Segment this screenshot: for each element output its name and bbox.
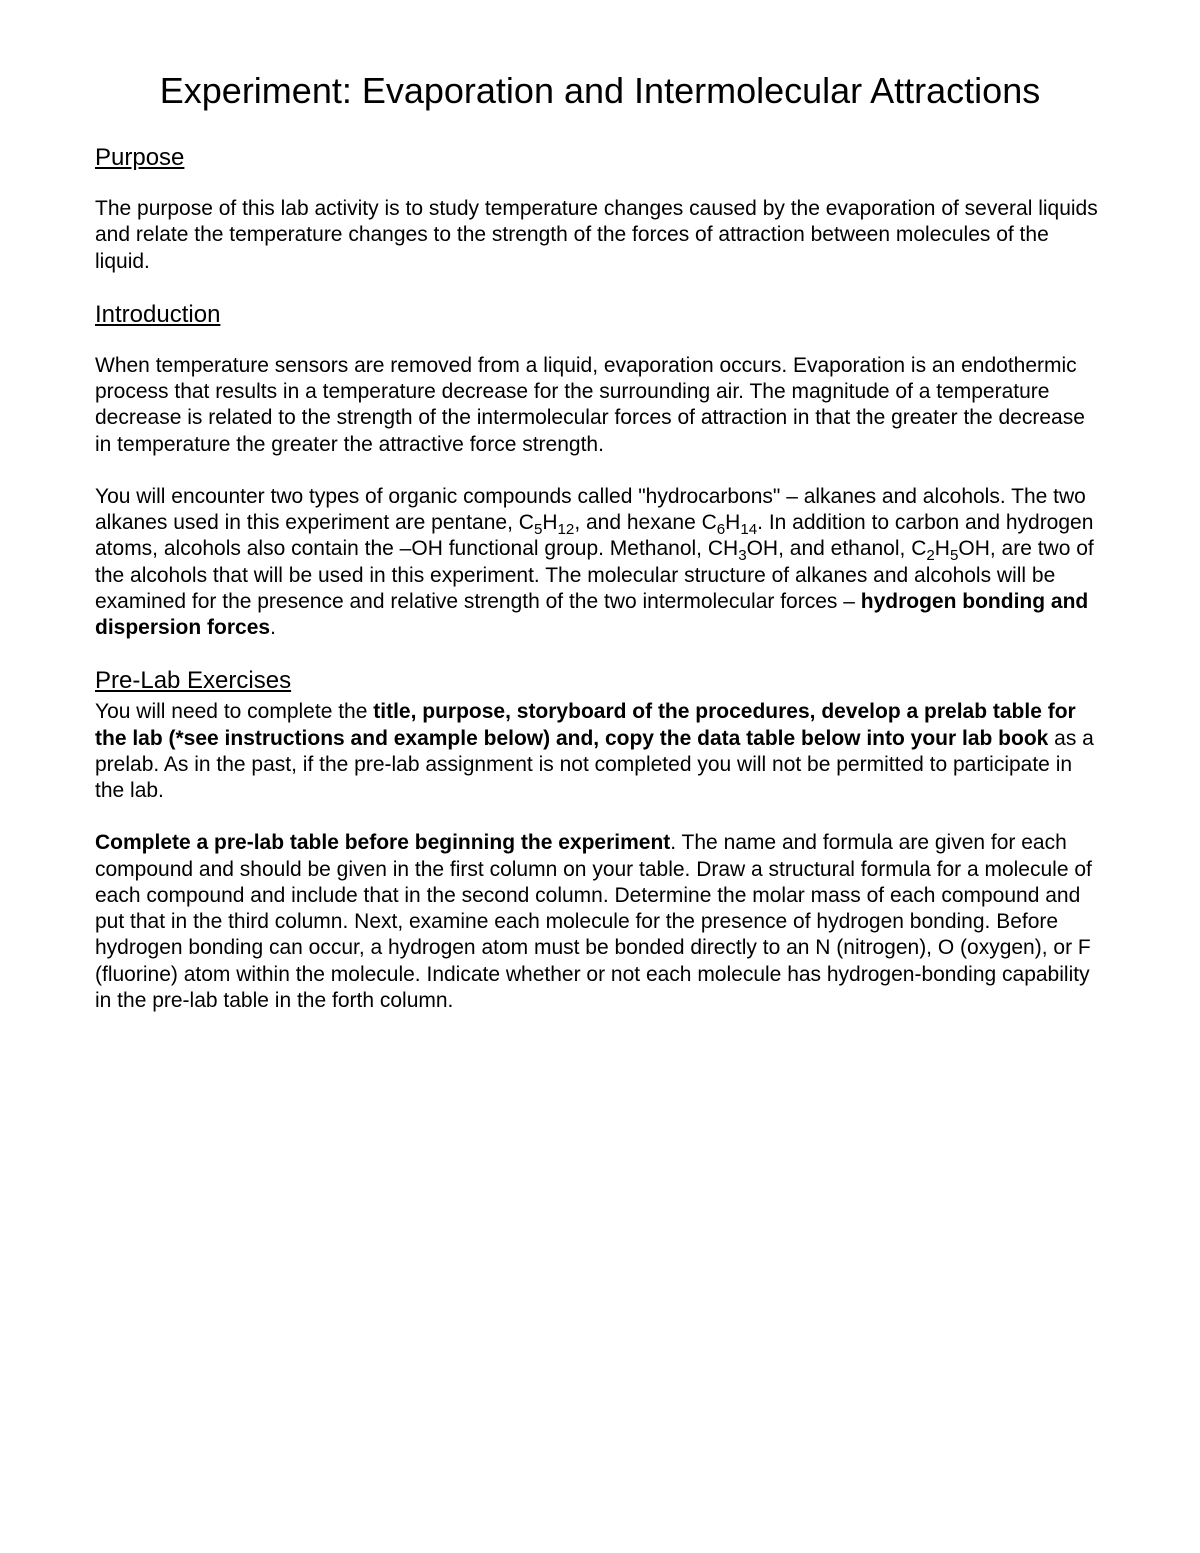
purpose-heading: Purpose	[95, 144, 1105, 172]
page-title: Experiment: Evaporation and Intermolecul…	[95, 70, 1105, 112]
prelab2-bold-1: Complete a pre-lab table before beginnin…	[95, 831, 670, 854]
prelab-para2: Complete a pre-lab table before beginnin…	[95, 830, 1105, 1014]
introduction-heading: Introduction	[95, 301, 1105, 329]
purpose-body: The purpose of this lab activity is to s…	[95, 196, 1105, 275]
intro2-text-6: OH, and ethanol, C	[747, 537, 927, 560]
intro2-sub-4: 14	[740, 521, 757, 538]
intro2-sub-2: 12	[558, 521, 575, 538]
intro2-sub-6: 2	[926, 547, 934, 564]
prelab-para1: You will need to complete the title, pur…	[95, 699, 1105, 804]
introduction-para2: You will encounter two types of organic …	[95, 484, 1105, 642]
intro2-text-9: .	[270, 616, 276, 639]
intro2-text-2: H	[542, 511, 557, 534]
intro2-sub-5: 3	[738, 547, 746, 564]
introduction-para1: When temperature sensors are removed fro…	[95, 353, 1105, 458]
prelab2-text-1: . The name and formula are given for eac…	[95, 831, 1092, 1012]
prelab-heading: Pre-Lab Exercises	[95, 667, 1105, 695]
intro2-text-7: H	[935, 537, 950, 560]
intro2-text-3: , and hexane C	[574, 511, 716, 534]
intro2-text-4: H	[725, 511, 740, 534]
prelab1-text-1: You will need to complete the	[95, 700, 373, 723]
document-page: Experiment: Evaporation and Intermolecul…	[0, 0, 1200, 1553]
intro2-sub-3: 6	[717, 521, 725, 538]
